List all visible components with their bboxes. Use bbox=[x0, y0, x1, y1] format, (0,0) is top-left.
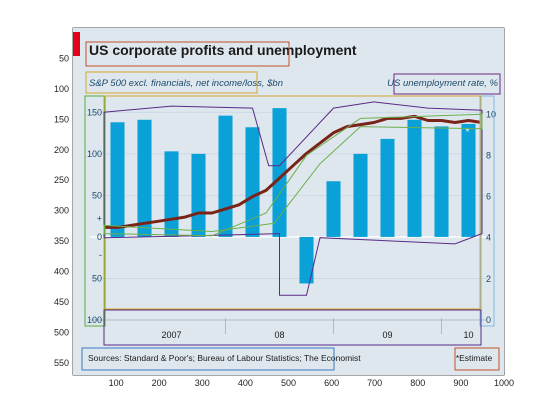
right-label-box bbox=[393, 73, 501, 95]
left-tick-label: 100 bbox=[87, 315, 102, 325]
frame-y-tick-label: 500 bbox=[54, 327, 69, 337]
line-band-outline bbox=[103, 113, 483, 237]
frame-x-tick-label: 900 bbox=[453, 378, 468, 388]
left-tick-label: 50 bbox=[92, 190, 102, 200]
frame-x-tick-label: 300 bbox=[195, 378, 210, 388]
year-label: 08 bbox=[274, 330, 284, 340]
frame-x-tick-label: 200 bbox=[152, 378, 167, 388]
frame-x-tick-label: 1000 bbox=[494, 378, 514, 388]
left-axis-box bbox=[84, 95, 106, 327]
profit-bar bbox=[434, 126, 449, 237]
frame-y-tick-label: 300 bbox=[54, 206, 69, 216]
xaxis-box bbox=[103, 309, 482, 346]
profit-bar bbox=[461, 123, 476, 237]
gridlines bbox=[90, 111, 486, 334]
unemployment-line bbox=[104, 114, 483, 229]
profit-bar bbox=[164, 151, 179, 237]
frame-y-tick-label: 100 bbox=[54, 84, 69, 94]
left-tick-label: + bbox=[97, 214, 102, 224]
left-tick-label: - bbox=[99, 250, 102, 260]
frame-y-tick-label: 400 bbox=[54, 267, 69, 277]
frame-y-tick-label: 350 bbox=[54, 236, 69, 246]
right-tick-label: 8 bbox=[486, 150, 491, 160]
frame-x-tick-label: 600 bbox=[324, 378, 339, 388]
right-tick-label: 2 bbox=[486, 274, 491, 284]
frame-y-tick-label: 150 bbox=[54, 114, 69, 124]
source-box bbox=[81, 347, 335, 371]
source-note: Sources: Standard & Poor's; Bureau of La… bbox=[88, 353, 361, 363]
left-tick-label: 50 bbox=[92, 273, 102, 283]
frame-y-tick-label: 450 bbox=[54, 297, 69, 307]
profit-bar bbox=[353, 153, 368, 237]
left-label-box bbox=[85, 71, 258, 94]
frame-y-tick-label: 250 bbox=[54, 175, 69, 185]
year-label: 09 bbox=[382, 330, 392, 340]
year-label: 10 bbox=[463, 330, 473, 340]
left-tick-label: 0 bbox=[97, 232, 102, 242]
right-tick-label: 0 bbox=[486, 315, 491, 325]
right-tick-label: 4 bbox=[486, 233, 491, 243]
frame-x-tick-label: 700 bbox=[367, 378, 382, 388]
unemployment-series-line bbox=[104, 114, 483, 229]
profit-bar bbox=[272, 108, 287, 237]
red-accent-mark bbox=[73, 32, 80, 56]
frame-x-tick-label: 800 bbox=[410, 378, 425, 388]
profit-bar bbox=[299, 236, 314, 284]
right-tick-label: 6 bbox=[486, 192, 491, 202]
left-axis-ticks: 150 100 50 +0 - 50 100 bbox=[87, 107, 102, 325]
frame-x-tick-label: 400 bbox=[238, 378, 253, 388]
profit-bar bbox=[218, 115, 233, 237]
year-labels: 2007 08 09 10 bbox=[161, 330, 473, 340]
estimate-marker: * bbox=[466, 127, 470, 138]
year-label: 2007 bbox=[161, 330, 181, 340]
left-tick-label: 100 bbox=[87, 149, 102, 159]
frame-y-tick-label: 50 bbox=[59, 53, 69, 63]
right-tick-label: 10 bbox=[486, 109, 496, 119]
line-hull-outline bbox=[103, 101, 483, 296]
profit-bar bbox=[245, 127, 260, 237]
profit-bar bbox=[191, 153, 206, 237]
title-box bbox=[85, 41, 290, 67]
right-axis-label: US unemployment rate, % bbox=[387, 78, 498, 89]
estimate-footnote: *Estimate bbox=[456, 353, 493, 363]
annotation-boxes bbox=[81, 41, 501, 371]
footnote-box bbox=[454, 347, 500, 371]
left-axis-label: S&P 500 excl. financials, net income/los… bbox=[89, 78, 283, 89]
profit-bar bbox=[110, 122, 125, 237]
profit-bar bbox=[326, 181, 341, 237]
frame-y-tick-label: 550 bbox=[54, 358, 69, 368]
profit-bar bbox=[380, 138, 395, 237]
chart-title: US corporate profits and unemployment bbox=[89, 42, 357, 58]
frame-x-tick-label: 500 bbox=[281, 378, 296, 388]
frame-y-tick-label: 200 bbox=[54, 145, 69, 155]
left-tick-label: 150 bbox=[87, 107, 102, 117]
frame-x-tick-label: 100 bbox=[109, 378, 124, 388]
profit-bar bbox=[407, 119, 422, 237]
profit-bar bbox=[137, 119, 152, 237]
right-axis-ticks: 10 8 6 4 2 0 bbox=[486, 109, 496, 325]
right-axis-box bbox=[479, 95, 495, 327]
